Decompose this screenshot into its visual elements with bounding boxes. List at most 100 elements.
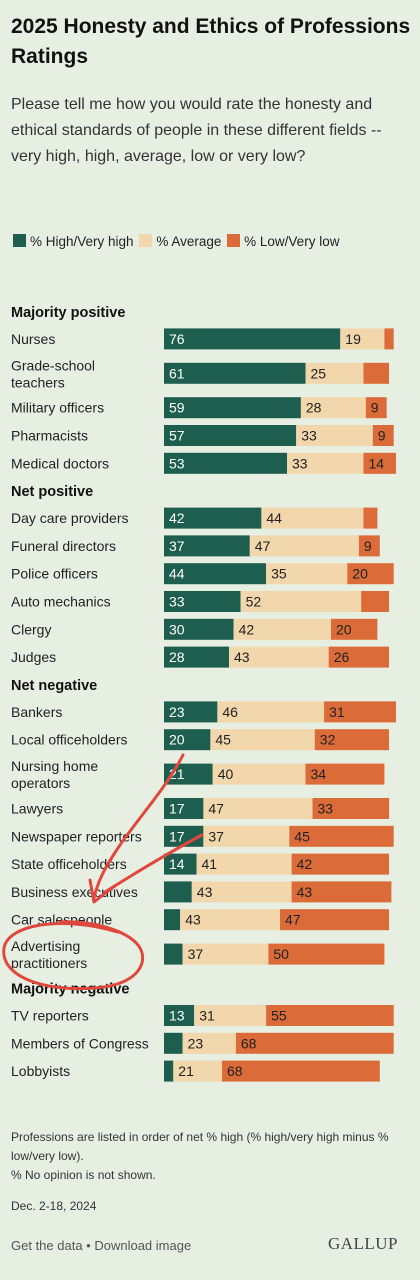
data-label-car-salespeople-average: 43	[185, 912, 201, 928]
bar-grade-school-teachers-average	[305, 362, 364, 384]
data-label-bankers-average: 46	[222, 704, 238, 720]
legend-swatch-average	[139, 234, 153, 247]
footnote: Professions are listed in order of net %…	[11, 1128, 406, 1185]
bar-tv-reporters-high	[164, 1005, 195, 1026]
row-label-police-officers: Police officers	[11, 566, 98, 582]
bar-newspaper-reporters-average	[203, 825, 290, 847]
bar-car-salespeople-low	[280, 909, 389, 931]
data-label-nurses-high: 76	[169, 331, 185, 347]
group-heading-net-positive: Net positive	[11, 484, 93, 500]
data-label-police-officers-average: 35	[271, 566, 287, 582]
bar-business-executives-average	[191, 881, 292, 903]
row-label-lobbyists: Lobbyists	[11, 1063, 70, 1079]
row-label-funeral-directors: Funeral directors	[11, 538, 116, 554]
row-label-nurses: Nurses	[11, 331, 55, 347]
data-label-funeral-directors-average: 47	[255, 538, 271, 554]
data-label-funeral-directors-low: 9	[364, 538, 372, 554]
row-label-local-officeholders: Local officeholders	[11, 732, 127, 748]
bar-auto-mechanics-high	[164, 591, 241, 612]
bar-clergy-average	[233, 618, 331, 640]
group-heading-net-negative: Net negative	[11, 678, 97, 694]
data-label-bankers-low: 31	[329, 704, 345, 720]
bar-members-of-congress-low	[235, 1032, 394, 1054]
data-label-newspaper-reporters-low: 45	[294, 828, 310, 844]
data-label-day-care-providers-average: 44	[266, 510, 282, 526]
bar-local-officeholders-average	[210, 729, 315, 751]
data-label-grade-school-teachers-high: 61	[169, 365, 185, 381]
legend-item-high: % High/Very high	[11, 234, 134, 249]
data-label-state-officeholders-average: 41	[202, 856, 218, 872]
chart-subtitle: Please tell me how you would rate the ho…	[11, 96, 382, 165]
bar-advertising-practitioners-low	[268, 943, 385, 965]
group-heading-majority-positive: Majority positive	[11, 305, 125, 321]
footnote-order: Professions are listed in order of net %…	[11, 1130, 389, 1163]
row-label-day-care-providers: Day care providers	[11, 510, 129, 526]
bar-medical-doctors-average	[287, 452, 364, 474]
bar-funeral-directors-high	[164, 535, 250, 557]
bar-military-officers-average	[300, 397, 366, 419]
bar-judges-low	[328, 646, 389, 668]
bar-business-executives-high	[164, 881, 192, 903]
gallup-logo: GALLUP	[327, 1234, 398, 1253]
data-label-advertising-practitioners-average: 37	[188, 946, 204, 962]
bar-nurses-average	[340, 328, 385, 350]
bar-bankers-high	[164, 701, 218, 723]
legend-swatch-low	[227, 234, 241, 247]
bar-local-officeholders-low	[314, 729, 389, 751]
get-data-link[interactable]: Get the data	[11, 1238, 83, 1253]
survey-date: Dec. 2-18, 2024	[11, 1199, 97, 1213]
data-label-auto-mechanics-average: 52	[246, 594, 262, 610]
footer-separator: •	[82, 1238, 95, 1253]
bar-local-officeholders-high	[164, 729, 211, 751]
row-label-tv-reporters: TV reporters	[11, 1008, 89, 1024]
data-label-police-officers-low: 20	[352, 566, 368, 582]
data-label-nursing-home-operators-low: 34	[311, 766, 327, 782]
bar-police-officers-high	[164, 563, 267, 585]
bar-funeral-directors-low	[358, 535, 380, 557]
bar-members-of-congress-high	[164, 1032, 183, 1054]
data-label-judges-high: 28	[169, 649, 185, 665]
bar-grade-school-teachers-high	[164, 362, 306, 384]
bar-nursing-home-operators-low	[305, 763, 385, 785]
data-label-pharmacists-high: 57	[169, 428, 185, 444]
data-label-local-officeholders-average: 45	[215, 732, 231, 748]
data-label-tv-reporters-low: 55	[271, 1008, 287, 1024]
data-label-clergy-average: 42	[239, 621, 255, 637]
bar-nurses-low	[384, 328, 394, 350]
bar-car-salespeople-average	[180, 909, 280, 931]
legend-item-average: % Average	[137, 234, 221, 249]
data-label-military-officers-high: 59	[169, 400, 185, 416]
bar-advertising-practitioners-average	[182, 943, 269, 965]
data-label-pharmacists-average: 33	[301, 428, 317, 444]
bar-funeral-directors-average	[249, 535, 359, 557]
data-label-lobbyists-low: 68	[227, 1063, 243, 1079]
data-label-advertising-practitioners-low: 50	[273, 946, 289, 962]
data-label-military-officers-average: 28	[306, 400, 322, 416]
data-label-lobbyists-average: 21	[178, 1063, 194, 1079]
bar-bankers-average	[217, 701, 325, 723]
bar-day-care-providers-average	[261, 507, 364, 529]
data-label-clergy-high: 30	[169, 621, 185, 637]
download-image-link[interactable]: Download image	[94, 1238, 192, 1253]
data-label-business-executives-average: 43	[197, 884, 213, 900]
legend: % High/Very high % Average % Low/Very lo…	[11, 230, 406, 254]
data-label-medical-doctors-low: 14	[369, 455, 385, 471]
data-label-judges-average: 43	[234, 649, 250, 665]
bar-military-officers-low	[365, 397, 387, 419]
data-label-nursing-home-operators-average: 40	[218, 766, 234, 782]
bar-nurses-high	[164, 328, 341, 350]
data-label-clergy-low: 20	[336, 621, 352, 637]
bar-auto-mechanics-low	[361, 591, 389, 612]
data-label-car-salespeople-low: 47	[285, 912, 301, 928]
row-label-nursing-home-operators: Nursing home operators	[11, 758, 98, 791]
bar-clergy-high	[164, 618, 234, 640]
data-label-nursing-home-operators-high: 21	[169, 766, 185, 782]
bar-day-care-providers-high	[164, 507, 262, 529]
bar-nursing-home-operators-average	[212, 763, 306, 785]
row-label-military-officers: Military officers	[11, 400, 104, 416]
row-label-business-executives: Business executives	[11, 884, 138, 900]
data-label-lawyers-high: 17	[169, 801, 185, 817]
row-label-medical-doctors: Medical doctors	[11, 455, 109, 471]
data-label-local-officeholders-high: 20	[169, 732, 185, 748]
bar-police-officers-low	[347, 563, 394, 585]
